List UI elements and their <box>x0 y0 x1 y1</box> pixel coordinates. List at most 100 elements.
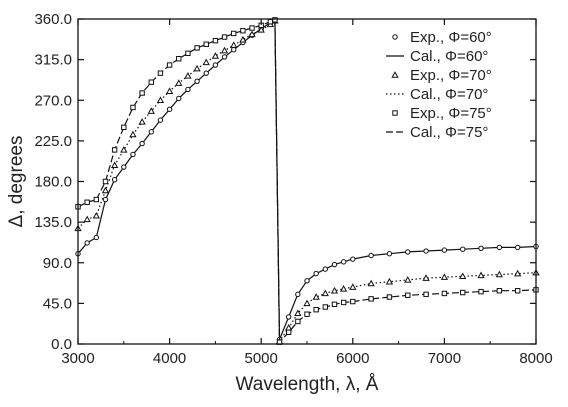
data-point <box>321 289 329 297</box>
data-point <box>166 106 173 112</box>
data-point <box>166 62 173 68</box>
y-axis-label: Δ, degrees <box>6 136 27 228</box>
axes: 3000 4000 5000 6000 7000 8000 0.0 45.0 90.0 135.0… <box>6 11 553 395</box>
data-point <box>84 240 90 246</box>
y-tick-label: 180.0 <box>34 174 72 191</box>
legend-item-6: Cal., Φ=75° <box>386 124 488 141</box>
data-point <box>312 293 320 300</box>
data-point <box>93 234 100 241</box>
data-point <box>385 277 394 285</box>
data-point <box>83 215 91 223</box>
x-tick-label: 7000 <box>428 350 461 367</box>
data-point <box>367 279 375 287</box>
data-point <box>386 294 393 300</box>
data-point <box>176 95 182 102</box>
data-point <box>272 17 278 23</box>
data-point <box>304 278 310 284</box>
data-point <box>322 266 329 272</box>
data-point <box>110 161 119 168</box>
data-point <box>111 147 118 153</box>
data-point <box>231 46 237 53</box>
data-point <box>121 124 127 131</box>
x-tick-label: 6000 <box>336 350 369 367</box>
data-point <box>129 130 137 138</box>
data-point <box>221 54 228 60</box>
data-point <box>313 270 319 277</box>
data-point <box>92 211 100 219</box>
data-point <box>240 28 246 34</box>
y-tick-label: 90.0 <box>43 255 72 272</box>
legend-item-2: Cal., Φ=60° <box>386 48 488 65</box>
data-point <box>295 291 301 298</box>
data-point <box>368 252 374 259</box>
legend-label: Exp., Φ=70° <box>410 67 492 84</box>
data-point <box>304 311 310 317</box>
data-point <box>331 301 338 307</box>
data-point <box>185 86 191 93</box>
data-point <box>303 299 311 307</box>
data-point <box>285 314 292 320</box>
data-point <box>165 87 174 94</box>
data-point <box>184 72 192 79</box>
data-point <box>130 151 136 158</box>
legend-swatch-marker <box>391 71 399 78</box>
data-point <box>212 62 219 68</box>
data-point <box>175 79 183 86</box>
data-point <box>101 186 110 194</box>
data-point <box>514 269 522 277</box>
data-point <box>148 79 154 85</box>
legend-item-3: Exp., Φ=70° <box>391 67 492 84</box>
data-point <box>230 41 238 48</box>
data-point <box>423 291 429 298</box>
data-point <box>202 58 210 66</box>
y-tick-label: 225.0 <box>34 133 72 150</box>
data-point <box>313 306 319 313</box>
x-tick-label: 3000 <box>61 350 94 367</box>
legend-label: Cal., Φ=60° <box>410 48 488 65</box>
legend-label: Cal., Φ=70° <box>410 86 488 103</box>
data-point <box>386 251 393 257</box>
data-point <box>285 323 293 331</box>
data-point <box>478 288 484 295</box>
data-point <box>120 146 128 153</box>
legend-swatch-marker <box>392 34 398 40</box>
data-point <box>157 117 164 123</box>
data-point <box>460 246 466 252</box>
data-point <box>495 270 504 278</box>
data-point <box>368 296 374 302</box>
data-point <box>84 199 90 205</box>
data-point <box>212 37 219 44</box>
legend-label: Exp., Φ=75° <box>410 105 492 122</box>
data-point <box>285 329 292 335</box>
data-point <box>203 70 209 76</box>
data-point <box>147 107 155 114</box>
data-point <box>203 41 209 47</box>
data-point <box>514 288 521 294</box>
data-point <box>496 288 503 294</box>
data-point <box>405 292 411 298</box>
data-point <box>441 247 448 253</box>
legend-item-1: Exp., Φ=60° <box>392 29 492 46</box>
data-point <box>422 274 430 281</box>
legend-label: Exp., Φ=60° <box>410 29 492 46</box>
y-tick-label: 45.0 <box>43 295 72 312</box>
data-point <box>340 259 347 265</box>
y-tick-label: 360.0 <box>34 11 72 28</box>
legend-item-5: Exp., Φ=75° <box>392 105 492 122</box>
data-point <box>330 286 339 294</box>
legend-label: Cal., Φ=75° <box>410 124 488 141</box>
x-tick-label: 5000 <box>245 350 278 367</box>
data-point <box>130 104 136 111</box>
data-point <box>496 244 503 251</box>
data-point <box>249 25 255 31</box>
legend: Exp., Φ=60° Cal., Φ=60° Exp., Φ=70° Cal., Φ… <box>386 29 492 141</box>
legend-item-4: Cal., Φ=70° <box>386 86 488 103</box>
data-point <box>514 244 521 251</box>
data-point <box>139 140 145 147</box>
data-point <box>478 245 484 252</box>
x-axis-label: Wavelength, λ, Å <box>236 374 379 395</box>
legend-swatch-marker <box>392 110 398 116</box>
data-point <box>93 196 100 203</box>
data-point <box>194 78 200 84</box>
